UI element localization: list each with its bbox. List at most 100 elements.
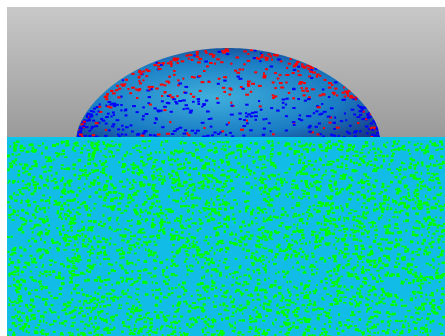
substrate-particle (395, 261, 398, 264)
substrate-particle (325, 230, 328, 234)
substrate-particle (319, 334, 322, 336)
substrate-particle (212, 142, 215, 145)
substrate-particle (351, 193, 355, 196)
substrate-particle (149, 321, 153, 325)
droplet-particle (366, 132, 369, 135)
droplet-particle (167, 81, 171, 84)
substrate-particle (367, 176, 370, 179)
substrate-particle (75, 211, 79, 214)
substrate-particle (95, 306, 97, 309)
droplet-particle (315, 75, 318, 78)
substrate-particle (387, 255, 390, 258)
substrate-particle (350, 209, 354, 211)
substrate-particle (134, 252, 137, 255)
substrate-particle (427, 168, 429, 171)
substrate-particle (415, 220, 419, 223)
substrate-particle (398, 210, 402, 214)
substrate-particle (433, 220, 436, 222)
substrate-particle (269, 160, 272, 163)
substrate-particle (85, 269, 89, 272)
droplet-particle (95, 106, 100, 109)
droplet-particle (312, 71, 316, 74)
substrate-particle (375, 225, 378, 228)
droplet-particle (229, 88, 233, 91)
substrate-particle (94, 317, 97, 320)
substrate-particle (361, 296, 364, 299)
substrate-particle (168, 287, 171, 290)
droplet-particle (110, 102, 114, 105)
substrate-particle (283, 321, 287, 324)
substrate-particle (199, 282, 204, 285)
substrate-particle (408, 199, 412, 202)
substrate-particle (167, 210, 172, 213)
substrate-particle (424, 329, 428, 333)
substrate-particle (7, 250, 10, 253)
substrate-particle (204, 257, 207, 259)
substrate-particle (197, 181, 201, 184)
substrate-particle (102, 171, 106, 175)
substrate-particle (245, 206, 249, 210)
substrate-particle (50, 239, 55, 243)
substrate-particle (333, 183, 337, 186)
substrate-particle (269, 178, 271, 180)
substrate-particle (311, 175, 315, 178)
substrate-particle (96, 176, 100, 179)
droplet-particle (78, 128, 83, 131)
substrate-particle (171, 287, 174, 290)
droplet-particle (242, 125, 247, 127)
substrate-particle (176, 264, 179, 267)
droplet-particle (124, 108, 128, 111)
substrate-particle (343, 231, 346, 233)
substrate-particle (89, 295, 93, 297)
substrate-particle (52, 144, 56, 147)
substrate-particle (419, 206, 424, 209)
substrate-particle (368, 221, 372, 224)
substrate-particle (365, 269, 368, 272)
droplet-particle (262, 74, 267, 77)
substrate-particle (78, 258, 82, 261)
substrate-particle (333, 260, 338, 263)
droplet-particle (174, 101, 178, 103)
substrate-particle (432, 266, 435, 269)
substrate-particle (49, 247, 52, 249)
substrate-particle (290, 186, 293, 189)
substrate-particle (337, 147, 340, 150)
substrate-particle (238, 244, 242, 247)
droplet-particle (143, 130, 147, 133)
substrate-particle (95, 143, 100, 146)
substrate-particle (425, 246, 429, 249)
substrate-particle (284, 308, 289, 311)
substrate-particle (292, 230, 297, 234)
substrate-particle (385, 293, 389, 297)
droplet-particle (258, 105, 262, 108)
droplet-particle (125, 126, 129, 129)
droplet-particle (194, 132, 198, 135)
substrate-particle (47, 186, 50, 189)
substrate-particle (342, 175, 346, 178)
substrate-particle (24, 163, 28, 166)
substrate-particle (77, 254, 80, 258)
substrate-particle (210, 246, 213, 250)
substrate-particle (195, 144, 198, 147)
substrate-particle (296, 171, 299, 174)
substrate-particle (217, 190, 221, 193)
substrate-particle (80, 331, 83, 335)
substrate-particle (137, 301, 141, 303)
substrate-particle (45, 251, 50, 254)
substrate-particle (43, 170, 47, 173)
substrate-particle (48, 270, 52, 273)
substrate-particle (106, 297, 108, 301)
substrate-particle (396, 328, 398, 331)
substrate-particle (360, 244, 364, 247)
substrate-particle (122, 163, 126, 166)
substrate-particle (111, 283, 114, 286)
substrate-particle (161, 334, 164, 336)
substrate-particle (378, 193, 382, 195)
substrate-particle (252, 299, 255, 302)
substrate-particle (376, 264, 378, 267)
substrate-particle (244, 201, 248, 203)
substrate-particle (219, 158, 224, 161)
substrate-particle (342, 302, 347, 304)
substrate-particle (219, 248, 224, 251)
substrate-particle (294, 309, 296, 312)
